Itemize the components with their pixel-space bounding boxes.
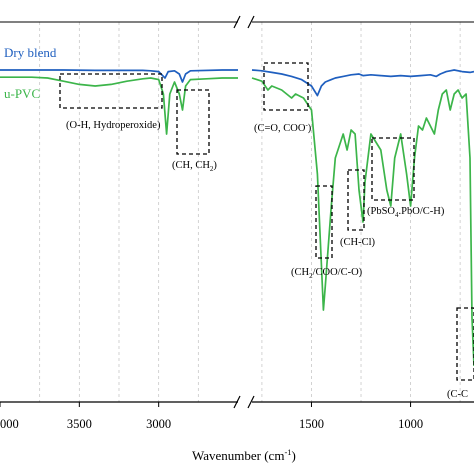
x-tick-label: 1000	[398, 417, 423, 431]
box-oh	[59, 73, 163, 109]
label-chcl: (CH-Cl)	[340, 237, 376, 248]
box-cc	[456, 307, 474, 381]
x-tick-label: 3000	[146, 417, 171, 431]
x-tick-label: 3500	[67, 417, 92, 431]
series-line-dry-blend	[0, 69, 238, 83]
series-line-dry-blend	[251, 69, 474, 97]
series-line-upvc	[251, 77, 474, 367]
label-ch2-coo: (CH2/COO/C-O)	[291, 267, 363, 280]
x-tick-labels: 000 3500 3000 1500 1000	[0, 402, 423, 431]
box-chcl	[347, 169, 365, 231]
legend-upvc: u-PVC	[4, 86, 40, 101]
label-pbso4: (PbSO4.PbO/C-H)	[367, 206, 445, 219]
box-ch	[176, 89, 210, 155]
label-ch: (CH, CH2)	[172, 160, 217, 173]
x-axis-title: Wavenumber (cm-1)	[192, 447, 296, 463]
x-tick-label: 1500	[299, 417, 324, 431]
label-oh: (O-H, Hydroperoxide)	[66, 120, 161, 131]
x-tick-label: 000	[0, 417, 19, 431]
series-layer	[0, 69, 474, 367]
box-ch2-coo	[315, 185, 333, 259]
axis-break-bottom	[233, 395, 255, 409]
box-co	[263, 62, 309, 111]
series-line-upvc	[0, 76, 238, 135]
annotation-boxes	[59, 62, 474, 381]
box-pbso4	[371, 137, 415, 201]
legend-dry-blend: Dry blend	[4, 45, 57, 60]
label-co: (C=O, COO-)	[254, 121, 312, 134]
label-cc: (C-C	[447, 389, 468, 400]
axis-break-top	[233, 15, 255, 29]
